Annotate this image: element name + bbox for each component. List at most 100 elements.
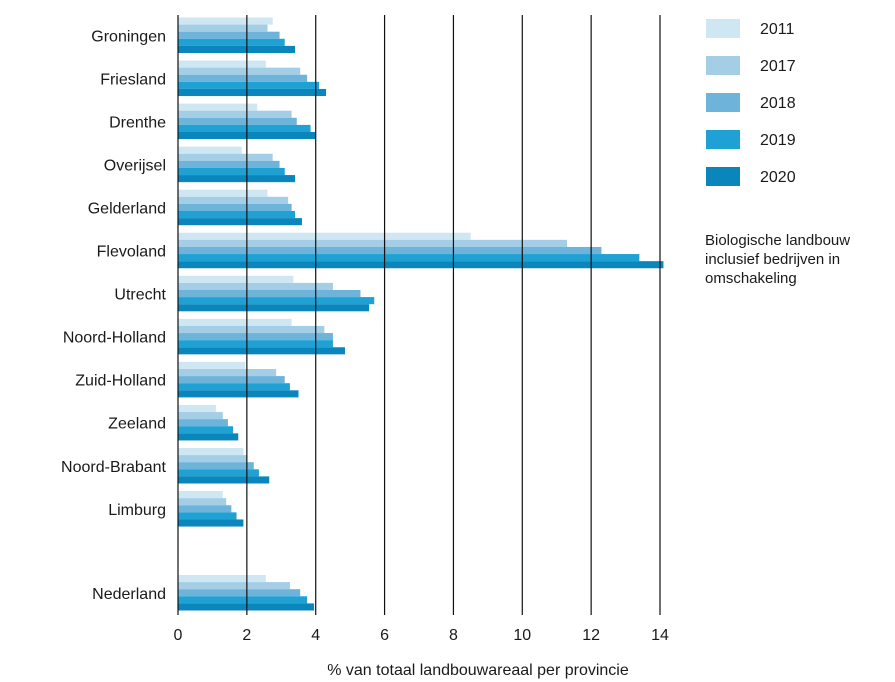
x-tick-label-6: 6 bbox=[380, 627, 389, 644]
bar-drenthe-2011 bbox=[178, 103, 258, 111]
category-label-utrecht: Utrecht bbox=[114, 287, 166, 304]
bar-groningen-2011 bbox=[178, 17, 273, 25]
note-line-1: Biologische landbouw bbox=[705, 232, 850, 249]
bar-groningen-2018 bbox=[178, 31, 280, 39]
bar-zeeland-2011 bbox=[178, 404, 216, 413]
x-tick-label-8: 8 bbox=[449, 627, 458, 644]
bar-zeeland-2020 bbox=[178, 433, 239, 441]
bar-gelderland-2020 bbox=[178, 218, 302, 226]
bar-gelderland-2017 bbox=[178, 196, 289, 204]
bar-zuid-holland-2019 bbox=[178, 383, 290, 391]
bar-noord-holland-2011 bbox=[178, 318, 292, 326]
bar-zuid-holland-2018 bbox=[178, 376, 285, 384]
bar-flevoland-2019 bbox=[178, 254, 640, 262]
x-tick-label-0: 0 bbox=[174, 627, 183, 644]
category-label-friesland: Friesland bbox=[100, 71, 166, 88]
bar-gelderland-2019 bbox=[178, 211, 296, 219]
bar-noord-holland-2017 bbox=[178, 325, 325, 334]
x-axis-title: % van totaal landbouwareaal per provinci… bbox=[327, 662, 629, 679]
bar-zuid-holland-2020 bbox=[178, 390, 299, 398]
bar-overijsel-2018 bbox=[178, 160, 280, 168]
x-tick-label-12: 12 bbox=[582, 627, 600, 644]
bar-groningen-2020 bbox=[178, 45, 296, 53]
legend-swatch-2020 bbox=[706, 167, 740, 186]
category-label-drenthe: Drenthe bbox=[109, 114, 166, 131]
bar-groningen-2019 bbox=[178, 38, 285, 46]
category-label-nederland: Nederland bbox=[92, 586, 166, 603]
bar-noord-holland-2020 bbox=[178, 347, 345, 355]
bar-noord-brabant-2017 bbox=[178, 455, 247, 463]
category-label-flevoland: Flevoland bbox=[97, 244, 166, 261]
bar-utrecht-2011 bbox=[178, 275, 294, 283]
category-label-limburg: Limburg bbox=[108, 502, 166, 519]
bar-flevoland-2011 bbox=[178, 232, 471, 240]
bar-friesland-2011 bbox=[178, 60, 266, 68]
legend-label-2017: 2017 bbox=[760, 58, 796, 75]
bar-limburg-2018 bbox=[178, 505, 232, 513]
bar-friesland-2019 bbox=[178, 81, 320, 89]
bar-drenthe-2018 bbox=[178, 117, 297, 125]
bar-friesland-2018 bbox=[178, 74, 308, 82]
category-label-noord-holland: Noord-Holland bbox=[63, 330, 166, 347]
category-label-groningen: Groningen bbox=[91, 28, 166, 45]
bar-zeeland-2017 bbox=[178, 412, 223, 420]
x-tick-label-10: 10 bbox=[513, 627, 531, 644]
bar-utrecht-2018 bbox=[178, 290, 361, 298]
bar-noord-brabant-2020 bbox=[178, 476, 270, 484]
chart-note: Biologische landbouw inclusief bedrijven … bbox=[705, 232, 850, 287]
bar-noord-holland-2019 bbox=[178, 340, 333, 348]
bar-overijsel-2011 bbox=[178, 146, 242, 154]
bar-zeeland-2018 bbox=[178, 419, 228, 427]
x-tick-label-14: 14 bbox=[651, 627, 669, 644]
category-labels: Groningen Friesland Drenthe Overijsel Gelder… bbox=[61, 28, 167, 603]
bar-utrecht-2017 bbox=[178, 282, 333, 290]
x-tick-label-4: 4 bbox=[311, 627, 320, 644]
category-label-gelderland: Gelderland bbox=[88, 200, 166, 217]
bar-gelderland-2011 bbox=[178, 189, 268, 197]
legend-label-2020: 2020 bbox=[760, 169, 796, 186]
bar-overijsel-2020 bbox=[178, 175, 296, 183]
legend-swatch-2017 bbox=[706, 56, 740, 75]
bar-nederland-2011 bbox=[178, 575, 266, 583]
bar-drenthe-2017 bbox=[178, 110, 292, 118]
bar-friesland-2017 bbox=[178, 67, 301, 75]
legend-swatch-2019 bbox=[706, 130, 740, 149]
bar-nederland-2017 bbox=[178, 582, 290, 590]
bar-utrecht-2019 bbox=[178, 297, 375, 305]
legend-label-2011: 2011 bbox=[760, 21, 795, 38]
bar-friesland-2020 bbox=[178, 88, 327, 97]
category-label-noord-brabant: Noord-Brabant bbox=[61, 459, 167, 476]
bar-nederland-2018 bbox=[178, 589, 301, 597]
bar-zeeland-2019 bbox=[178, 426, 234, 434]
legend-swatch-2011 bbox=[706, 19, 740, 38]
legend: 2011 2017 2018 2019 2020 bbox=[706, 19, 796, 186]
bar-flevoland-2017 bbox=[178, 239, 568, 247]
bar-flevoland-2018 bbox=[178, 246, 602, 255]
bar-nederland-2020 bbox=[178, 603, 314, 611]
bar-overijsel-2019 bbox=[178, 167, 285, 176]
x-tick-labels: 0 2 4 6 8 10 12 14 bbox=[174, 627, 669, 644]
bar-nederland-2019 bbox=[178, 596, 308, 604]
bar-overijsel-2017 bbox=[178, 153, 273, 161]
legend-label-2018: 2018 bbox=[760, 95, 796, 112]
bar-limburg-2011 bbox=[178, 491, 223, 499]
bar-groningen-2017 bbox=[178, 24, 268, 32]
category-label-zeeland: Zeeland bbox=[108, 416, 166, 433]
legend-swatch-2018 bbox=[706, 93, 740, 112]
bar-limburg-2019 bbox=[178, 512, 237, 520]
bar-drenthe-2019 bbox=[178, 124, 311, 132]
x-tick-label-2: 2 bbox=[242, 627, 251, 644]
note-line-3: omschakeling bbox=[705, 270, 797, 287]
bar-noord-brabant-2019 bbox=[178, 469, 259, 477]
legend-label-2019: 2019 bbox=[760, 132, 796, 149]
bar-zuid-holland-2011 bbox=[178, 361, 246, 369]
bar-noord-brabant-2018 bbox=[178, 462, 254, 470]
note-line-2: inclusief bedrijven in bbox=[705, 251, 840, 268]
bar-noord-brabant-2011 bbox=[178, 448, 244, 456]
bar-limburg-2017 bbox=[178, 498, 227, 506]
bar-flevoland-2020 bbox=[178, 261, 664, 269]
bar-gelderland-2018 bbox=[178, 203, 292, 211]
bar-noord-holland-2018 bbox=[178, 333, 333, 341]
category-label-zuid-holland: Zuid-Holland bbox=[75, 373, 166, 390]
